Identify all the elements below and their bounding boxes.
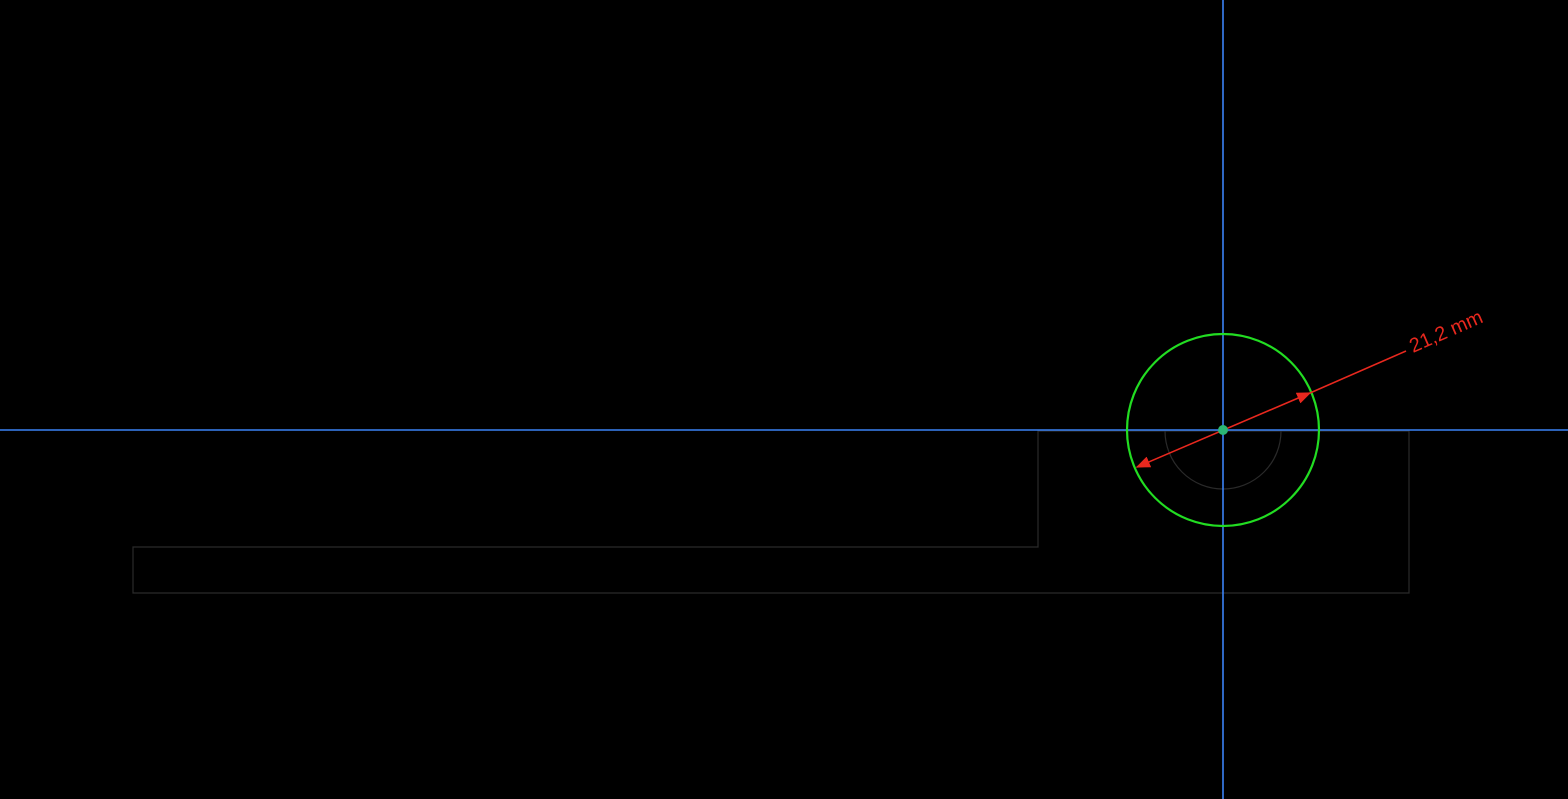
dimension-leader	[1309, 350, 1407, 394]
dimension-value-label[interactable]: 21,2 mm	[1406, 306, 1486, 357]
diameter-dimension[interactable]: 21,2 mm	[1135, 306, 1486, 468]
profile-outline[interactable]	[132, 430, 1410, 594]
sketch-geometry	[132, 430, 1410, 594]
selected-circle[interactable]	[1125, 332, 1321, 528]
center-point[interactable]	[1218, 425, 1228, 435]
